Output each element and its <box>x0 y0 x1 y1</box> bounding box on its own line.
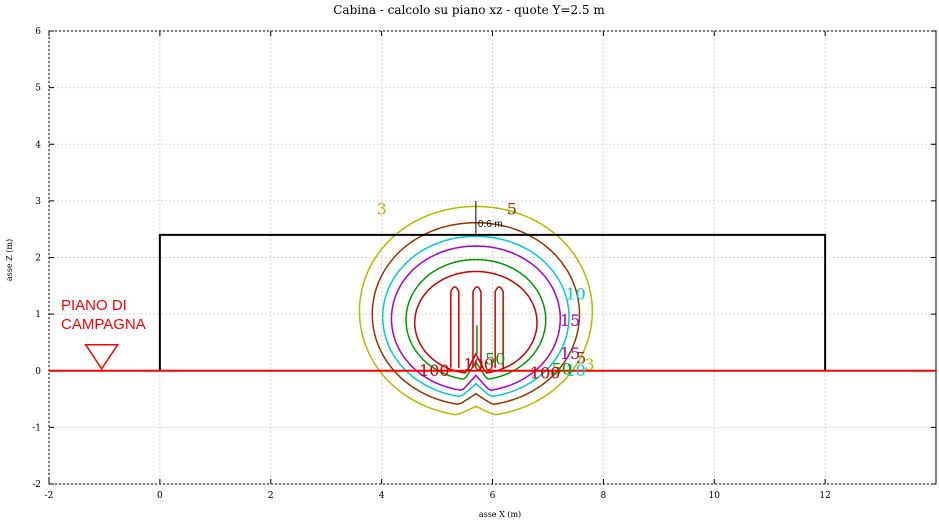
y-tick-label: -2 <box>32 480 41 490</box>
contour-label: 10 <box>565 284 585 303</box>
contour-line-10 <box>381 235 570 398</box>
x-tick-label: 2 <box>268 491 274 501</box>
contour-line-50 <box>405 258 547 380</box>
contour-label: 50 <box>485 349 505 368</box>
contour-label: 10 <box>565 361 585 380</box>
contour-label: 100 <box>463 355 494 374</box>
inner-conductor-contour <box>450 286 460 368</box>
x-tick-label: 6 <box>490 491 496 501</box>
x-tick-label: 0 <box>157 491 163 501</box>
contour-label: 15 <box>560 344 580 363</box>
contour-label: 5 <box>507 199 517 218</box>
x-tick-label: 10 <box>709 491 721 501</box>
cabin-outline <box>158 233 827 371</box>
contour-label: 50 <box>552 360 572 379</box>
x-tick-label: 4 <box>379 491 385 501</box>
y-tick-label: 5 <box>35 84 41 94</box>
overlays: PIANO DI CAMPAGNA 0.6 m <box>49 200 936 372</box>
y-tick-label: 3 <box>35 197 41 207</box>
x-axis-label: asse X (m) <box>479 510 521 519</box>
y-tick-label: -1 <box>32 423 41 433</box>
ground-label: CAMPAGNA <box>61 316 146 333</box>
contour-line-100 <box>413 270 538 374</box>
y-tick-label: 2 <box>35 254 41 264</box>
x-tick-label: 12 <box>819 491 830 501</box>
ground-marker-triangle <box>84 344 120 371</box>
inner-conductor-contour <box>494 286 504 368</box>
chart-title: Cabina - calcolo su piano xz - quote Y=2… <box>333 3 605 17</box>
contour-label: 100 <box>419 361 450 380</box>
x-tick-label: 8 <box>601 491 607 501</box>
y-tick-label: 4 <box>35 140 41 150</box>
contour-label: 3 <box>584 355 594 374</box>
contour-label: 5 <box>576 348 586 367</box>
contour-label: 100 <box>530 364 561 383</box>
contour-label: 3 <box>377 199 387 218</box>
inner-conductor-contour <box>472 286 482 368</box>
contour-label: 15 <box>560 311 580 330</box>
y-tick-label: 0 <box>35 367 41 377</box>
y-tick-label: 1 <box>35 310 41 320</box>
y-tick-label: 6 <box>35 27 41 37</box>
x-tick-label: -2 <box>45 491 54 501</box>
contour-line-15 <box>390 245 562 391</box>
distance-label: 0.6 m <box>478 219 503 230</box>
y-axis-label: asse Z (m) <box>5 239 14 281</box>
grid <box>48 30 936 485</box>
ground-label: PIANO DI <box>61 297 127 314</box>
